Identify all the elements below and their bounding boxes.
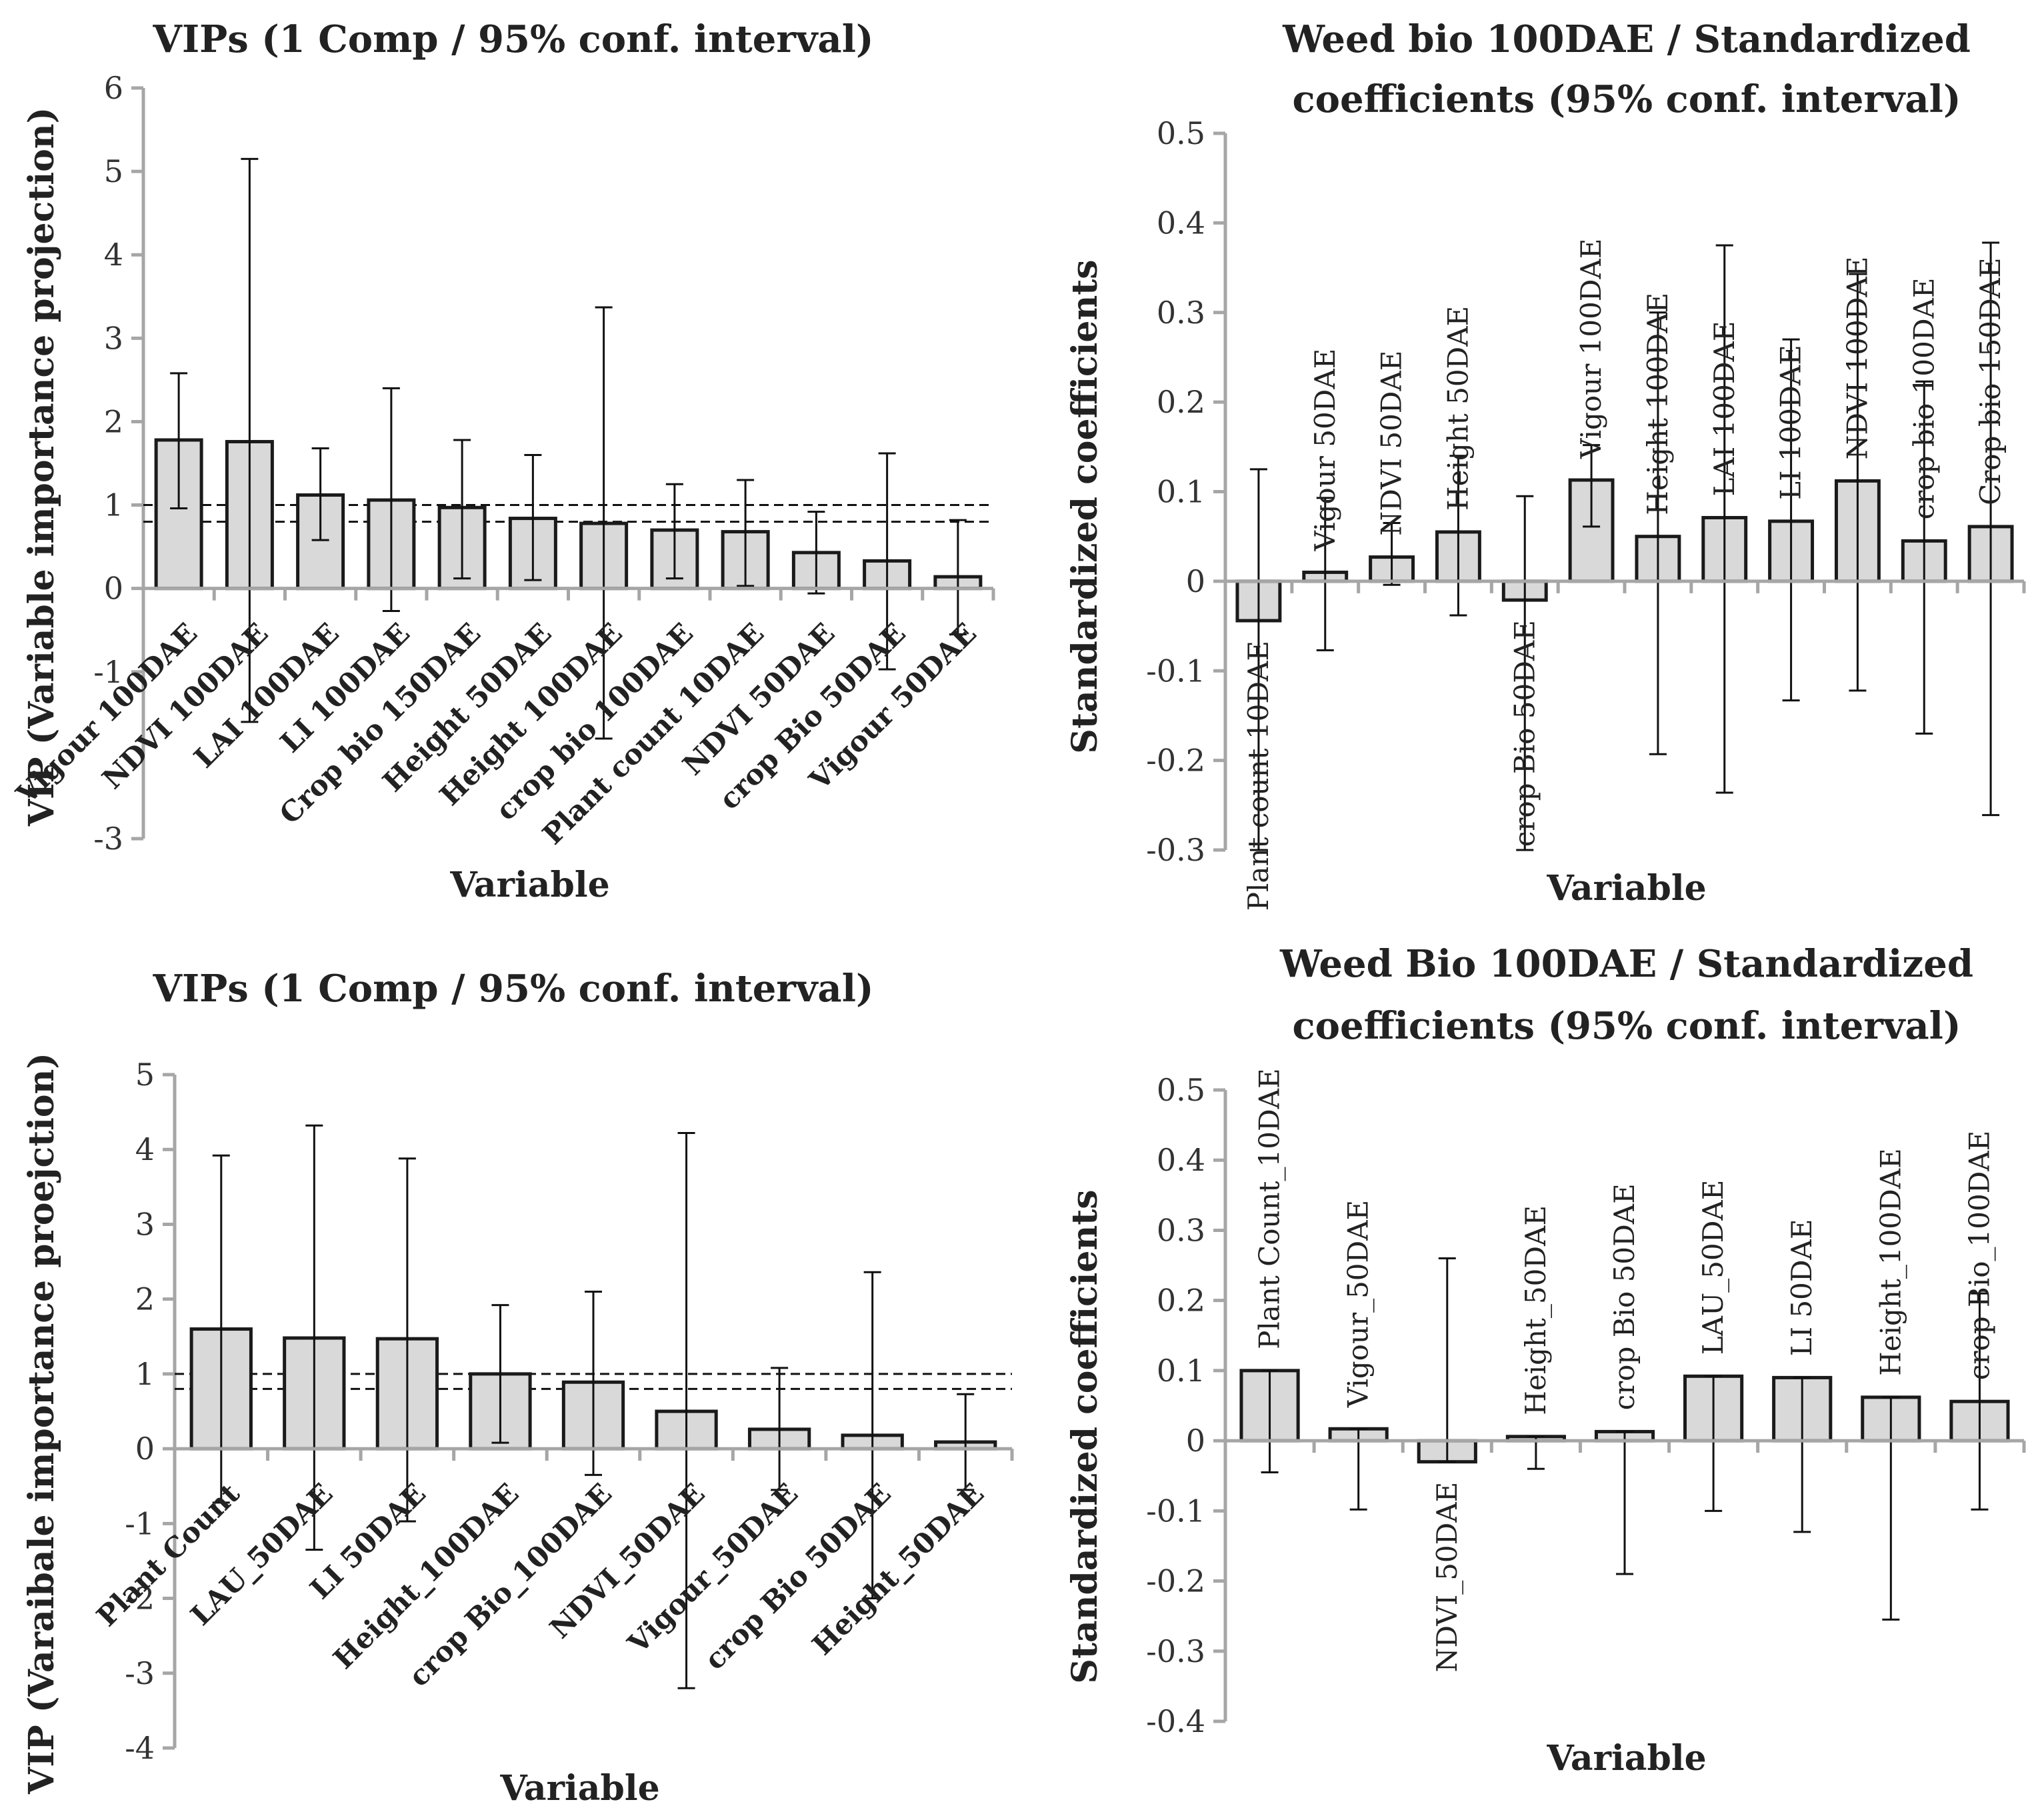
y-tick-label: 5 <box>104 153 123 189</box>
y-tick-label: 0.4 <box>1157 1142 1205 1178</box>
plot-area: -0.4 -0.3 -0.2 -0.1 0 0.1 0.2 0.3 0.4 0.5 Plant Co… <box>1146 1068 2026 1739</box>
category-label: Height_100DAE <box>1874 1148 1907 1376</box>
chart-title: VIPs (1 Comp / 95% conf. interval) <box>153 17 874 61</box>
category-label: LI 50DAE <box>1785 1219 1818 1356</box>
y-tick-label: 2 <box>135 1281 155 1317</box>
y-tick-label: 4 <box>135 1131 155 1167</box>
y-tick-label: 4 <box>104 237 123 273</box>
chart-vip-top-left: VIPs (1 Comp / 95% conf. interval) VIP (… <box>9 17 995 905</box>
category-label: Height 50DAE <box>1441 306 1474 511</box>
x-axis-title: Variable <box>1546 868 1706 909</box>
y-axis-title: VIP (Varaibale importance proejction) <box>21 1053 62 1795</box>
y-tick-label: 3 <box>104 320 123 356</box>
y-tick-label: 0.3 <box>1157 1212 1205 1248</box>
y-tick-label: 0 <box>1186 1423 1205 1459</box>
category-label: Vigour 50DAE <box>1309 349 1341 552</box>
y-tick-label: 0 <box>1186 563 1205 599</box>
y-tick-label: 0.2 <box>1157 1283 1205 1319</box>
y-tick-label: 0.1 <box>1157 474 1205 510</box>
y-tick-label: 0.5 <box>1157 115 1205 151</box>
y-tick-label: 1 <box>104 487 123 523</box>
y-tick-label: 0 <box>104 571 123 607</box>
category-label: NDVI 50DAE <box>1375 351 1408 536</box>
chart-title-line-2: coefficients (95% conf. interval) <box>1293 77 1961 121</box>
category-label: Vigour_50DAE <box>621 1477 805 1661</box>
y-axis-title: VIP (Variable importance projection) <box>21 107 62 827</box>
y-tick-label: 6 <box>104 70 123 106</box>
category-label: Plant count 10DAE <box>1242 641 1275 911</box>
x-axis-title: Variable <box>499 1768 659 1809</box>
chart-title: VIPs (1 Comp / 95% conf. interval) <box>153 967 874 1011</box>
category-label: crop Bio 50DAE <box>1508 620 1541 847</box>
y-tick-label: -0.3 <box>1146 1633 1205 1669</box>
category-label: Height 100DAE <box>1641 293 1674 515</box>
category-label: crop Bio_100DAE <box>1963 1131 1995 1381</box>
category-label: Vigour 100DAE <box>1575 239 1607 460</box>
y-tick-label: 3 <box>135 1206 155 1242</box>
y-tick-label: 2 <box>104 403 123 439</box>
chart-title-line-2: coefficients (95% conf. interval) <box>1293 1004 1961 1048</box>
y-tick-label: 0.4 <box>1157 205 1205 241</box>
category-label: crop Bio 50DAE <box>1608 1183 1641 1410</box>
y-tick-label: -0.1 <box>1146 653 1205 689</box>
y-tick-label: -3 <box>93 821 123 857</box>
y-tick-label: 1 <box>135 1356 155 1392</box>
category-label: LAU_50DAE <box>1697 1180 1729 1355</box>
category-label: NDVI 100DAE <box>1841 257 1873 460</box>
category-label: Vigour_50DAE <box>1342 1200 1375 1408</box>
y-tick-label: -1 <box>93 654 123 690</box>
chart-coef-top-right: Weed bio 100DAE / Standardized coefficie… <box>1065 17 2026 911</box>
category-label: LAI 100DAE <box>1708 321 1741 496</box>
category-label: crop bio 100DAE <box>1907 278 1940 520</box>
y-tick-label: -1 <box>125 1505 155 1541</box>
y-tick-label: 0 <box>135 1431 155 1467</box>
y-tick-label: 0.3 <box>1157 295 1205 331</box>
chart-vip-bottom-left: VIPs (1 Comp / 95% conf. interval) VIP (… <box>21 967 1014 1809</box>
y-tick-label: 0.2 <box>1157 384 1205 420</box>
chart-title-line-1: Weed Bio 100DAE / Standardized <box>1279 942 1973 986</box>
y-tick-label: -3 <box>125 1655 155 1691</box>
chart-coef-bottom-right: Weed Bio 100DAE / Standardized coefficie… <box>1065 942 2026 1779</box>
y-tick-label: -0.4 <box>1146 1703 1205 1739</box>
y-tick-label: -0.3 <box>1146 832 1205 868</box>
x-axis-title: Variable <box>449 865 609 905</box>
x-axis-title: Variable <box>1546 1738 1706 1779</box>
category-label: LI 100DAE <box>1775 345 1807 500</box>
category-label: Crop bio 150DAE <box>1974 257 2007 505</box>
y-tick-label: -0.1 <box>1146 1493 1205 1529</box>
category-label: NDVI_50DAE <box>1431 1482 1463 1673</box>
y-axis-title: Standardized coefficients <box>1065 259 1105 753</box>
y-tick-label: -4 <box>125 1730 155 1766</box>
y-tick-label: -0.2 <box>1146 1563 1205 1599</box>
y-tick-label: -2 <box>125 1581 155 1617</box>
y-tick-label: 0.1 <box>1157 1353 1205 1389</box>
category-label: Height_50DAE <box>1519 1205 1552 1415</box>
y-tick-label: 0.5 <box>1157 1072 1205 1108</box>
category-label: Height_50DAE <box>806 1477 991 1662</box>
y-tick-label: -0.2 <box>1146 743 1205 779</box>
category-label: Plant Count_10DAE <box>1253 1068 1286 1349</box>
y-axis-title: Standardized coefficients <box>1065 1189 1105 1683</box>
chart-title-line-1: Weed bio 100DAE / Standardized <box>1282 17 1971 61</box>
plot-area: -0.3 -0.2 -0.1 0 0.1 0.2 0.3 0.4 0.5 Plant count … <box>1146 115 2026 911</box>
y-tick-label: 5 <box>135 1057 155 1093</box>
